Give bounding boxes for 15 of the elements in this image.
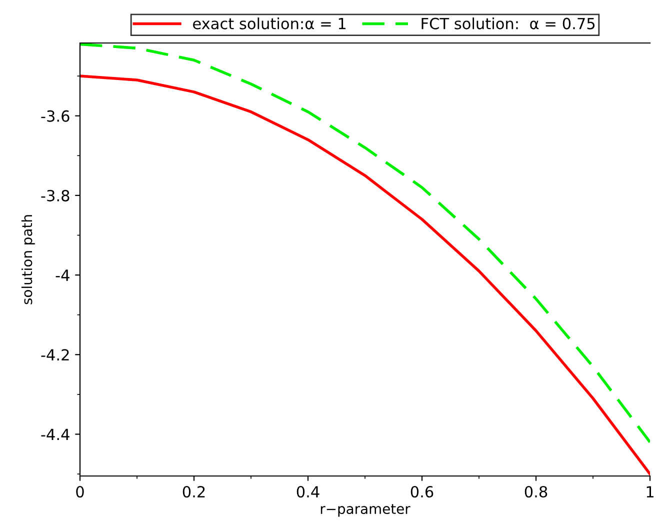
y-tick-label: -4 bbox=[56, 270, 70, 281]
x-axis-title: r−parameter bbox=[320, 504, 410, 517]
x-tick-label: 0.6 bbox=[410, 486, 434, 498]
y-tick-label: -3.6 bbox=[41, 110, 70, 122]
legend-label: FCT solution: α = 0.75 bbox=[422, 18, 595, 30]
x-tick-label: 0.2 bbox=[182, 486, 205, 498]
y-axis-title: solution path bbox=[21, 215, 35, 304]
x-tick-label: 0.8 bbox=[524, 486, 548, 498]
x-tick-label: 0 bbox=[76, 486, 84, 498]
y-tick-label: -3.8 bbox=[41, 190, 70, 202]
y-tick-label: -4.4 bbox=[41, 428, 70, 440]
x-tick-label: 0.4 bbox=[296, 486, 320, 498]
x-tick-label: 1 bbox=[646, 486, 654, 498]
legend-label: exact solution:α = 1 bbox=[193, 18, 346, 30]
y-tick-label: -4.2 bbox=[41, 349, 69, 360]
